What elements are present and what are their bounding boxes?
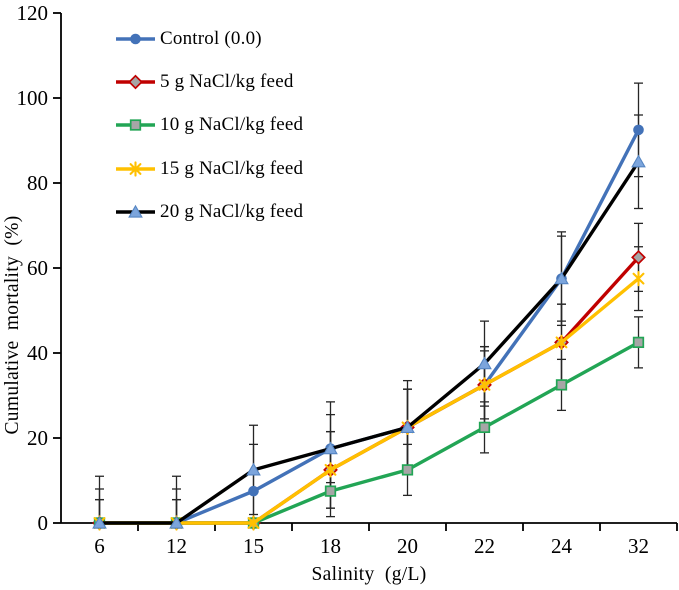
legend-item-10-g-nacl-kg-feed: 10 g NaCl/kg feed	[115, 104, 303, 147]
triangle-marker-icon	[169, 515, 184, 529]
square-marker-icon	[324, 485, 337, 497]
chart-legend: Control (0.0) 5 g NaCl/kg feed 10 g NaCl/k…	[115, 17, 303, 233]
x-tick-label: 20	[397, 534, 418, 558]
y-tick-label: 20	[27, 426, 48, 450]
series-line	[99, 160, 640, 525]
legend-swatch-triangle-icon	[116, 204, 155, 218]
y-tick-label: 60	[27, 256, 48, 280]
x-tick-label: 15	[243, 534, 264, 558]
star-marker-icon	[478, 377, 491, 393]
star-marker-icon	[129, 160, 142, 177]
square-marker-icon	[555, 379, 568, 391]
legend-swatch-square-icon	[116, 119, 155, 131]
square-marker-icon	[478, 421, 491, 434]
legend-item-control-0-0: Control (0.0)	[115, 17, 303, 60]
x-tick-label: 22	[474, 534, 495, 558]
triangle-marker-icon	[477, 356, 492, 370]
legend-swatch-diamond-icon	[116, 74, 155, 90]
square-marker-icon	[129, 119, 142, 131]
circle-marker-icon	[130, 33, 141, 44]
legend-item-label: 15 g NaCl/kg feed	[160, 157, 304, 179]
y-tick-label: 100	[17, 86, 49, 110]
y-axis-title: Cumulative mortality (%)	[2, 215, 23, 435]
triangle-marker-icon	[246, 462, 261, 476]
triangle-marker-icon	[128, 204, 143, 218]
y-tick-label: 0	[38, 511, 49, 535]
square-marker-icon	[632, 336, 645, 349]
x-tick-label: 18	[320, 534, 341, 558]
star-marker-icon	[324, 462, 337, 478]
triangle-marker-icon	[92, 515, 107, 529]
triangle-marker-icon	[554, 271, 569, 285]
circle-marker-icon	[633, 124, 644, 136]
x-tick-label: 24	[551, 534, 573, 558]
y-tick-label: 120	[17, 1, 49, 25]
star-marker-icon	[555, 334, 568, 351]
y-tick-label: 40	[27, 341, 48, 365]
star-marker-icon	[632, 270, 645, 287]
star-marker-icon	[247, 515, 260, 531]
legend-item-20-g-nacl-kg-feed: 20 g NaCl/kg feed	[115, 190, 303, 233]
diamond-marker-icon	[631, 249, 646, 265]
circle-marker-icon	[248, 485, 259, 497]
legend-swatch-circle-icon	[116, 33, 155, 44]
legend-swatch-star-icon	[116, 160, 155, 177]
tick-labels: 0 20 40 60 80 100 120 6 12 15 18 20 22 24 32	[17, 1, 650, 558]
legend-item-label: 20 g NaCl/kg feed	[160, 200, 304, 222]
square-marker-icon	[401, 464, 414, 476]
triangle-marker-icon	[323, 441, 338, 455]
legend-item-5-g-nacl-kg-feed: 5 g NaCl/kg feed	[115, 60, 303, 103]
series-line	[99, 340, 640, 525]
legend-item-label: 5 g NaCl/kg feed	[160, 70, 294, 92]
legend-item-label: 10 g NaCl/kg feed	[160, 114, 304, 136]
series-20-g-nacl-kg-feed	[92, 154, 646, 529]
y-tick-label: 80	[27, 171, 48, 195]
legend-item-15-g-nacl-kg-feed: 15 g NaCl/kg feed	[115, 147, 303, 190]
diamond-marker-icon	[128, 74, 143, 90]
triangle-marker-icon	[631, 154, 646, 168]
x-tick-label: 6	[94, 534, 105, 558]
triangle-marker-icon	[400, 420, 415, 434]
legend-item-label: Control (0.0)	[160, 27, 262, 49]
x-tick-label: 12	[166, 534, 187, 558]
series-line	[99, 277, 640, 525]
x-axis-title: Salinity (g/L)	[311, 564, 427, 585]
x-tick-label: 32	[628, 534, 649, 558]
